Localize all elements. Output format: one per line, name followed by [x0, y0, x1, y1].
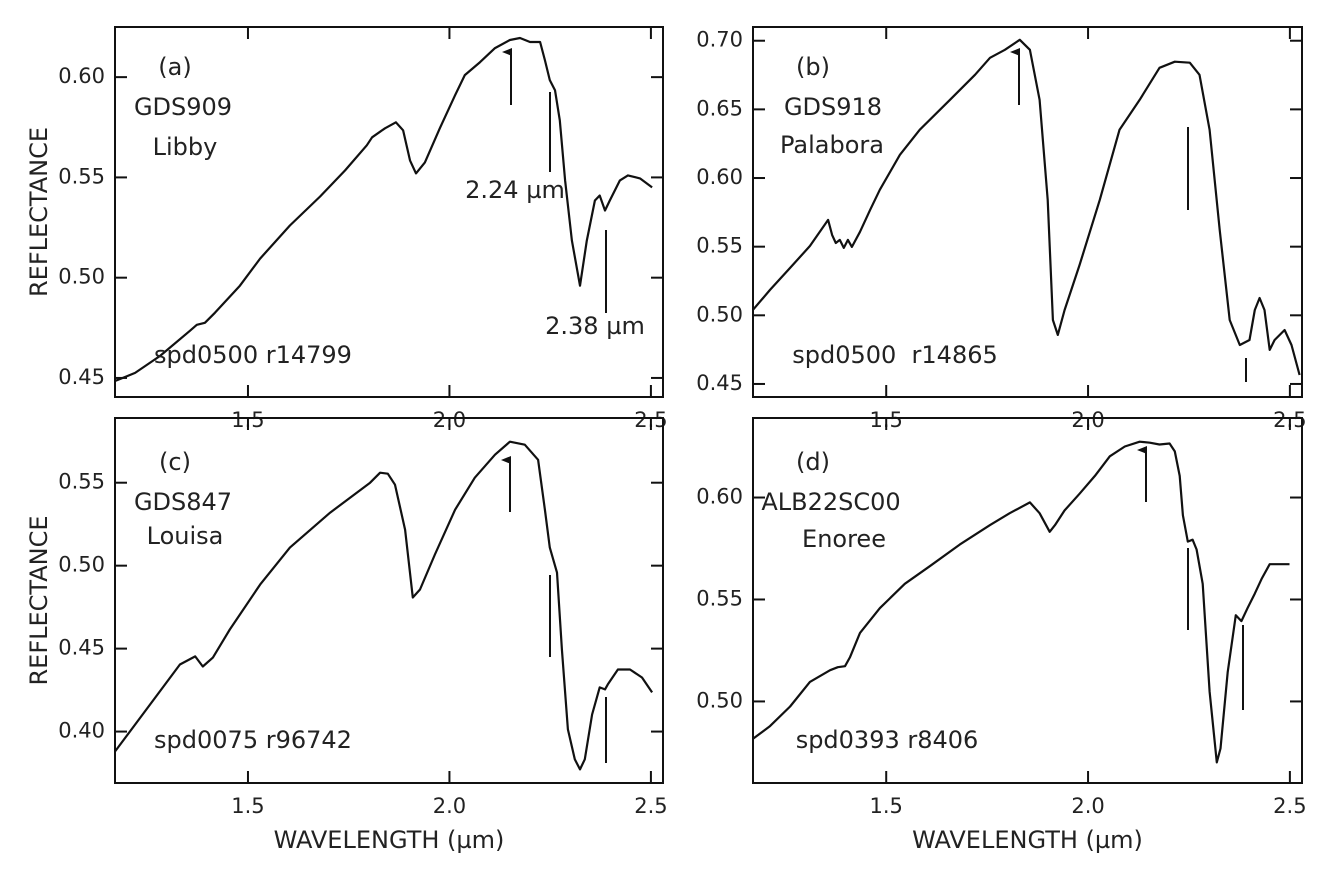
annotation: Louisa — [147, 522, 224, 550]
annotation: GDS918 — [784, 93, 882, 121]
y-tick-label: 0.60 — [58, 64, 105, 88]
y-tick-label: 0.65 — [696, 96, 743, 120]
annotation: Palabora — [780, 131, 884, 159]
x-axis-title: WAVELENGTH (µm) — [274, 826, 505, 854]
y-tick-label: 0.55 — [58, 470, 105, 494]
annotation: spd0393 r8406 — [796, 726, 979, 754]
annotation: Enoree — [802, 525, 886, 553]
y-tick-label: 0.50 — [58, 553, 105, 577]
annotation: (b) — [796, 53, 830, 81]
spectrum-line — [752, 38, 1301, 376]
y-tick-label: 0.45 — [58, 636, 105, 660]
y-tick-label: 0.40 — [58, 719, 105, 743]
plot-frame — [114, 26, 664, 398]
x-tick-label: 1.5 — [870, 794, 903, 818]
y-tick-label: 0.60 — [696, 165, 743, 189]
y-tick-label: 0.45 — [696, 371, 743, 395]
y-tick-label: 0.50 — [696, 688, 743, 712]
y-tick-label: 0.60 — [696, 485, 743, 509]
y-tick-label: 0.55 — [696, 586, 743, 610]
spectrum-line — [752, 440, 1290, 764]
annotation: Libby — [153, 133, 218, 161]
annotation: 2.24 µm — [465, 176, 565, 204]
y-tick-label: 0.50 — [696, 302, 743, 326]
y-tick-label: 0.45 — [58, 365, 105, 389]
x-tick-label: 2.0 — [433, 794, 466, 818]
spectrum-line — [114, 36, 653, 383]
annotation: (c) — [159, 448, 191, 476]
spectrum-line — [114, 440, 654, 771]
plot-frame — [752, 26, 1303, 398]
y-tick-label: 0.70 — [696, 28, 743, 52]
x-tick-label: 2.5 — [634, 794, 667, 818]
plot-frame — [114, 417, 664, 784]
annotation: (d) — [796, 448, 830, 476]
x-tick-label: 1.5 — [231, 794, 264, 818]
annotation: GDS847 — [134, 488, 232, 516]
y-tick-label: 0.55 — [696, 234, 743, 258]
annotation: spd0075 r96742 — [154, 726, 352, 754]
x-tick-label: 2.0 — [1071, 794, 1104, 818]
y-tick-label: 0.55 — [58, 164, 105, 188]
annotation: 2.38 µm — [545, 312, 645, 340]
annotation: ALB22SC00 — [761, 488, 900, 516]
annotation: spd0500 r14865 — [792, 341, 998, 369]
x-tick-label: 2.5 — [1273, 794, 1306, 818]
y-tick-label: 0.50 — [58, 265, 105, 289]
y-axis-title: REFLECTANCE — [25, 127, 53, 297]
plot-frame — [752, 417, 1303, 784]
annotation: (a) — [158, 53, 191, 81]
annotation: GDS909 — [134, 93, 232, 121]
y-axis-title: REFLECTANCE — [25, 515, 53, 685]
x-axis-title: WAVELENGTH (µm) — [912, 826, 1143, 854]
annotation: spd0500 r14799 — [154, 341, 352, 369]
